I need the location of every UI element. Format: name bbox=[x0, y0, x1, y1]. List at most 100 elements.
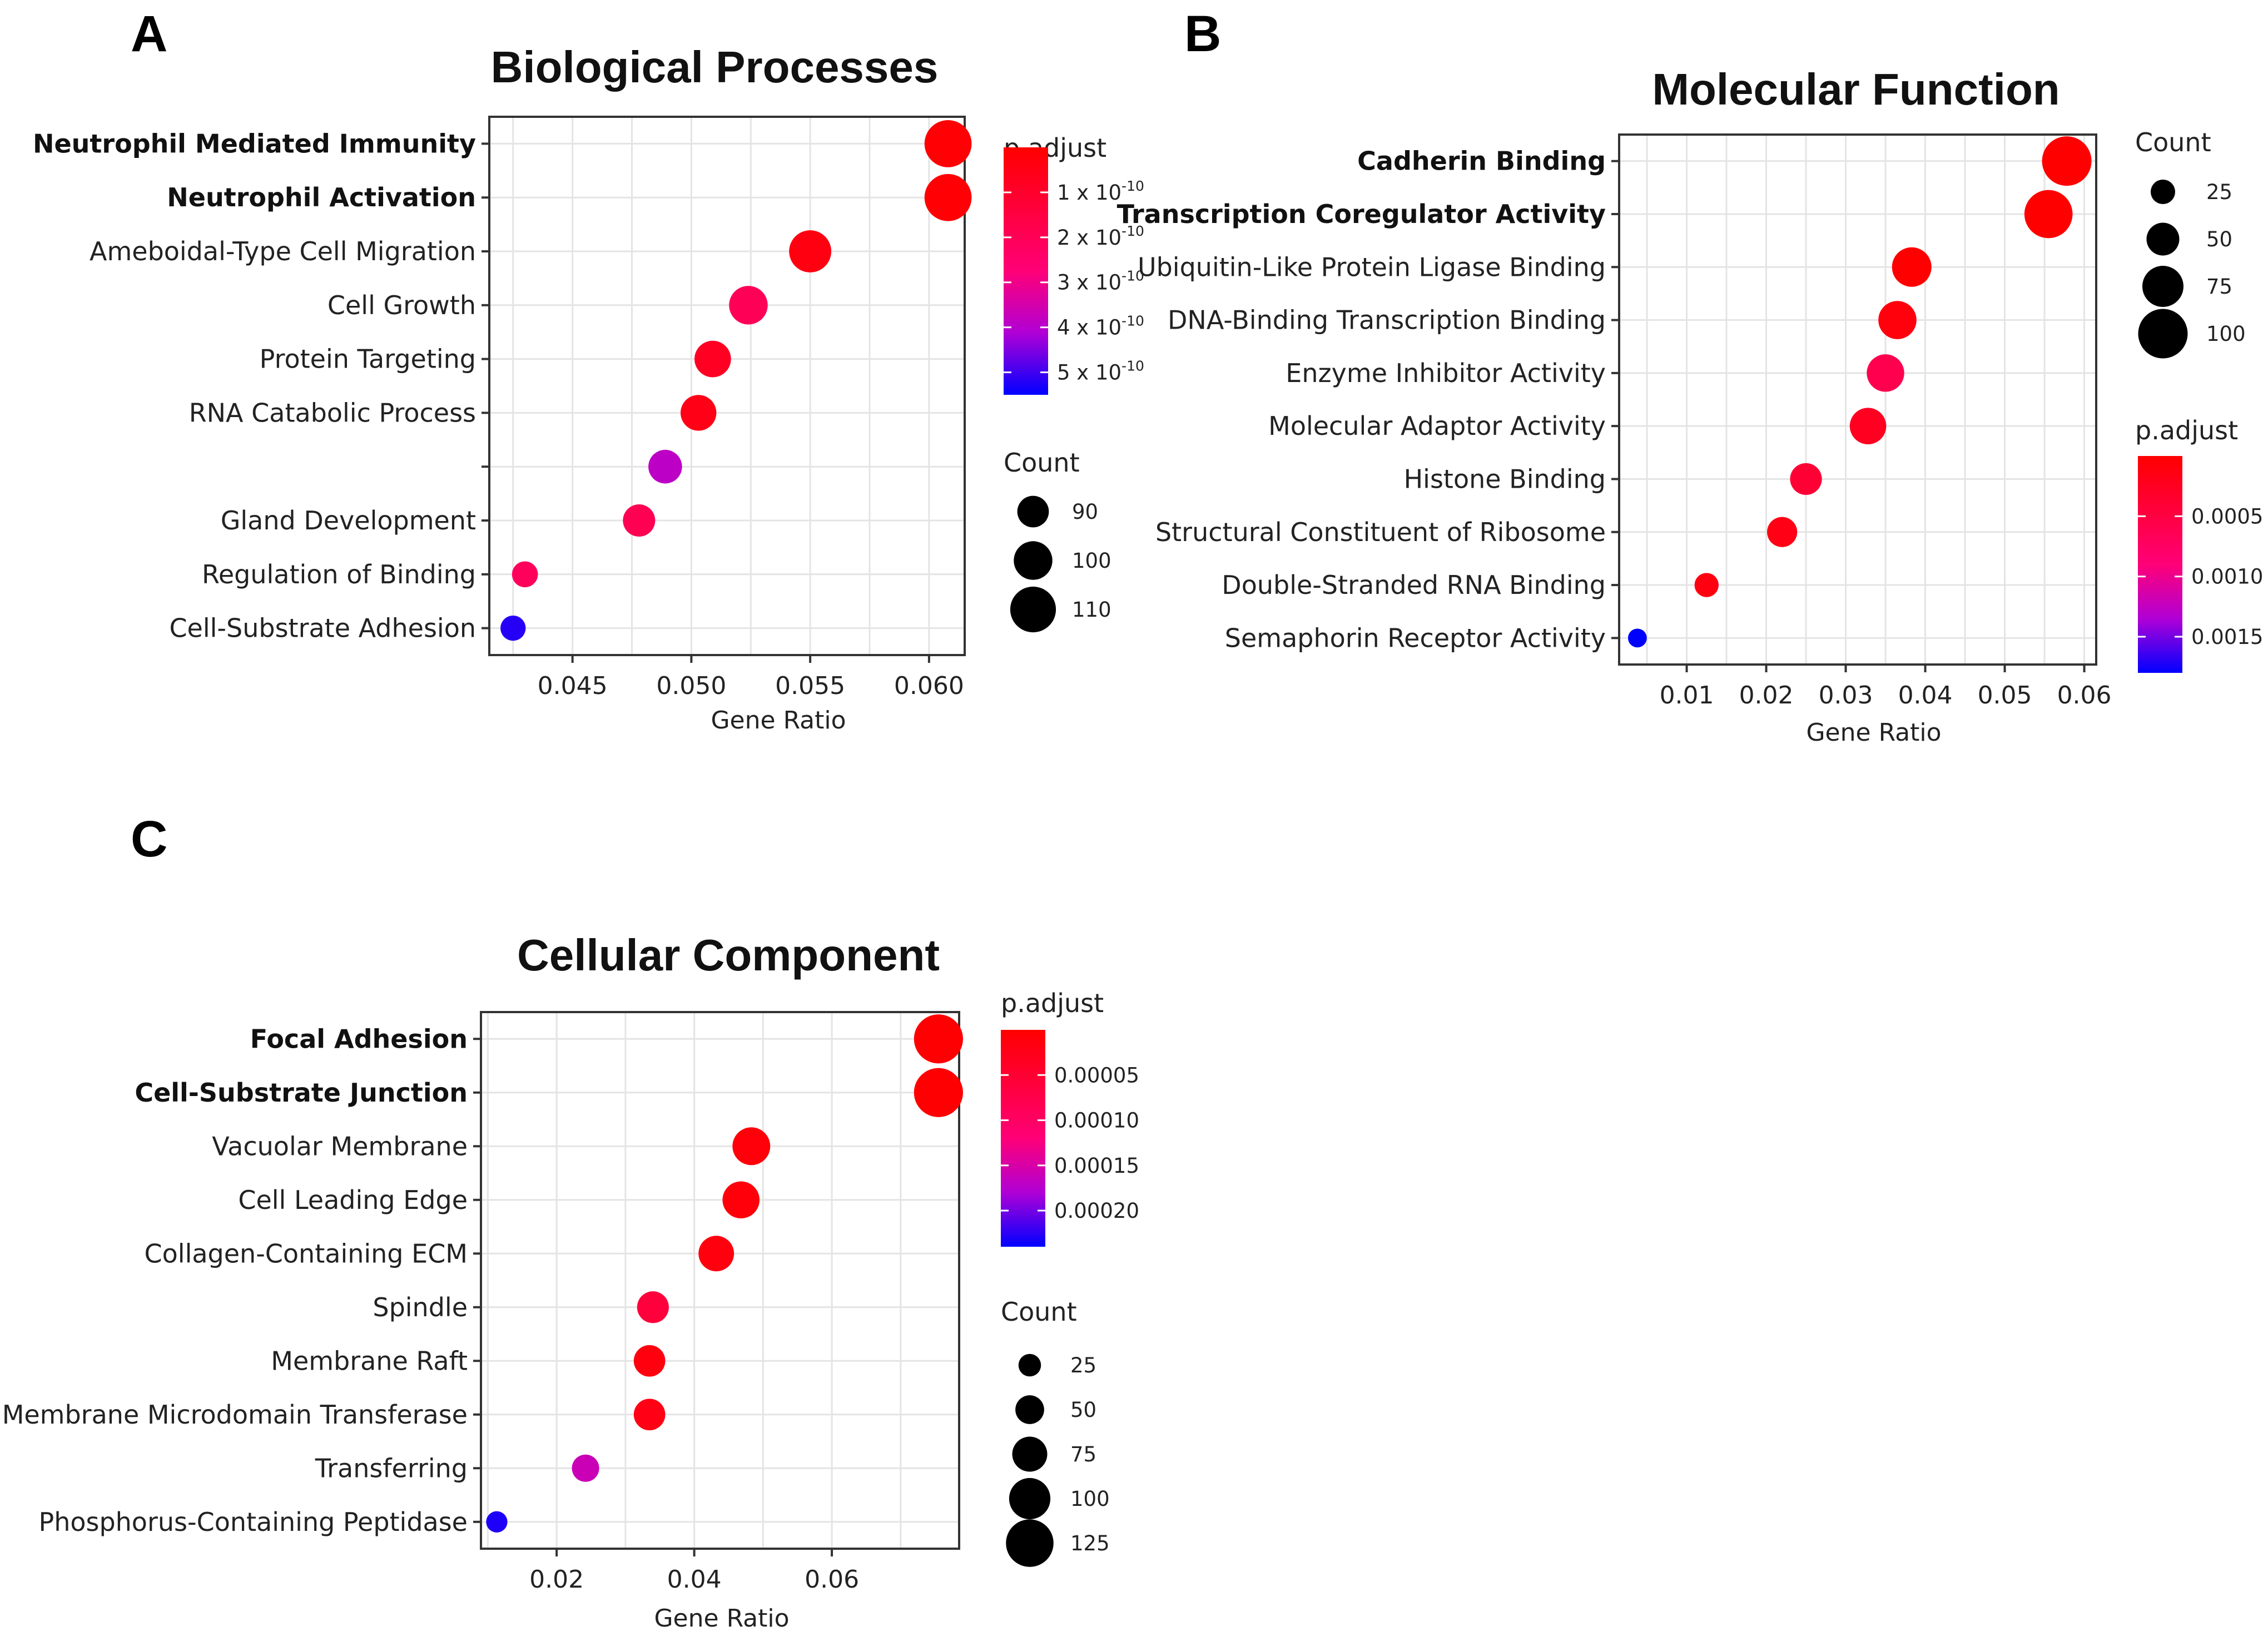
category-label: Transferring bbox=[315, 1453, 468, 1483]
panel-mf: B Molecular Function Cadherin Binding Tra… bbox=[1117, 6, 2264, 747]
color-legend-label: 0.0005 bbox=[2191, 504, 2263, 528]
data-point bbox=[1867, 354, 1904, 392]
color-legend-label-exponent: -10 bbox=[1121, 223, 1144, 239]
data-point bbox=[486, 1511, 508, 1533]
plot-border-mf bbox=[1618, 133, 2097, 666]
size-legend-dot bbox=[1015, 1395, 1044, 1424]
x-axis-label-bp: Gene Ratio bbox=[711, 706, 846, 735]
size-legend-label: 100 bbox=[2206, 322, 2246, 346]
size-legend-label: 50 bbox=[1070, 1398, 1096, 1422]
size-legend-dot bbox=[2142, 266, 2183, 307]
category-label: Structural Constituent of Ribosome bbox=[1155, 517, 1606, 547]
color-legend-label-exponent: -10 bbox=[1121, 358, 1144, 374]
size-legend-title: Count bbox=[1004, 448, 1080, 478]
plot-border-bp bbox=[488, 116, 966, 656]
panel-letter-b: B bbox=[1184, 6, 1221, 62]
legends-cc: p.adjust 0.00005 0.00010 0.00015 0.00020 Coun… bbox=[1001, 988, 1139, 1567]
category-label: DNA-Binding Transcription Binding bbox=[1168, 305, 1606, 335]
color-legend-label-text: 0.00015 bbox=[1054, 1154, 1139, 1178]
x-tick-label: 0.02 bbox=[529, 1565, 584, 1594]
size-legend-label: 75 bbox=[2206, 275, 2232, 299]
panel-letter-c: C bbox=[131, 811, 167, 867]
data-point bbox=[1790, 463, 1822, 495]
data-point bbox=[914, 1014, 963, 1064]
x-tick-label: 0.060 bbox=[894, 672, 964, 700]
x-tick-label: 0.04 bbox=[1898, 681, 1953, 710]
data-point bbox=[633, 1399, 666, 1431]
size-legend-dot bbox=[1010, 586, 1056, 633]
color-bar bbox=[1004, 147, 1048, 395]
color-legend-label: 0.0010 bbox=[2191, 565, 2263, 589]
size-legend-dot bbox=[1018, 1354, 1041, 1377]
x-tick-label: 0.045 bbox=[538, 672, 608, 700]
color-legend-label: 0.00020 bbox=[1054, 1199, 1139, 1223]
color-legend-label: 0.00010 bbox=[1054, 1109, 1139, 1133]
color-legend-title: p.adjust bbox=[1001, 988, 1104, 1018]
size-legend-dot bbox=[1017, 495, 1049, 528]
color-legend-label: 4 x 10-10 bbox=[1057, 313, 1144, 340]
color-legend-label-text: 1 x 10 bbox=[1057, 181, 1121, 205]
plot-area-cc: Focal Adhesion Cell-Substrate Junction Vac… bbox=[2, 1011, 963, 1594]
data-point bbox=[623, 504, 656, 537]
color-legend-label: 0.0015 bbox=[2191, 625, 2263, 649]
data-point bbox=[729, 286, 768, 325]
category-label: Cell-Substrate Junction bbox=[135, 1078, 468, 1108]
x-tick-label: 0.050 bbox=[656, 672, 726, 700]
category-label: Gland Development bbox=[221, 505, 476, 536]
data-point bbox=[1694, 573, 1719, 597]
color-legend-title: p.adjust bbox=[2135, 415, 2238, 445]
data-point bbox=[2042, 136, 2092, 186]
color-legend-label: 0.00005 bbox=[1054, 1063, 1139, 1087]
category-label: Semaphorin Receptor Activity bbox=[1225, 623, 1606, 653]
x-tick-label: 0.04 bbox=[667, 1565, 722, 1594]
plot-frame-cc bbox=[480, 1011, 960, 1550]
data-point bbox=[914, 1068, 963, 1117]
color-legend-label-exponent: -10 bbox=[1121, 268, 1144, 284]
category-label: Molecular Adaptor Activity bbox=[1268, 411, 1606, 441]
panel-bp: A Biological Processes Neutrophil Mediat… bbox=[33, 6, 1144, 735]
category-label: Cell Leading Edge bbox=[238, 1185, 468, 1215]
data-point bbox=[1849, 408, 1887, 444]
size-legend-dot bbox=[2146, 222, 2180, 256]
size-legend-dot bbox=[1006, 1519, 1054, 1567]
size-legend-label: 25 bbox=[2206, 180, 2232, 204]
data-point bbox=[694, 340, 731, 378]
x-tick-label: 0.06 bbox=[805, 1565, 859, 1594]
size-legend-dot bbox=[1012, 1436, 1048, 1472]
data-point bbox=[722, 1181, 760, 1219]
color-legend-label: 1 x 10-10 bbox=[1057, 178, 1144, 205]
data-point bbox=[512, 561, 538, 588]
data-point bbox=[698, 1236, 735, 1272]
category-label: Histone Binding bbox=[1404, 464, 1606, 494]
size-legend-label: 50 bbox=[2206, 227, 2232, 251]
color-legend-label-text: 0.0015 bbox=[2191, 625, 2263, 649]
size-legend-label: 100 bbox=[1070, 1487, 1110, 1511]
color-legend-label-text: 4 x 10 bbox=[1057, 316, 1121, 340]
x-tick-label: 0.03 bbox=[1819, 681, 1873, 710]
panel-letter-a: A bbox=[131, 6, 167, 62]
color-legend-label-text: 0.00020 bbox=[1054, 1199, 1139, 1223]
category-label: Neutrophil Mediated Immunity bbox=[33, 128, 476, 158]
category-label: Phosphorus-Containing Peptidase bbox=[38, 1507, 468, 1537]
size-legend-dot bbox=[2151, 180, 2175, 204]
size-legend-label: 100 bbox=[1072, 549, 1111, 573]
category-label: Spindle bbox=[373, 1292, 468, 1322]
plot-area-bp: Neutrophil Mediated Immunity Neutrophil A… bbox=[33, 116, 972, 700]
size-legend-label: 110 bbox=[1072, 598, 1111, 622]
plot-area-mf: Cadherin Binding Transcription Coregulato… bbox=[1117, 133, 2112, 710]
x-tick-label: 0.01 bbox=[1660, 681, 1714, 710]
color-legend-label-text: 0.00010 bbox=[1054, 1109, 1139, 1133]
category-label: Cell Growth bbox=[327, 290, 476, 320]
color-legend-label: 3 x 10-10 bbox=[1057, 268, 1144, 295]
data-point bbox=[1878, 301, 1917, 339]
category-label: Cadherin Binding bbox=[1357, 146, 1606, 176]
x-tick-label: 0.055 bbox=[775, 672, 845, 700]
category-label: Enzyme Inhibitor Activity bbox=[1286, 358, 1606, 388]
x-axis-label-cc: Gene Ratio bbox=[654, 1604, 789, 1633]
category-label: RNA Catabolic Process bbox=[189, 398, 476, 428]
data-point bbox=[2024, 190, 2073, 239]
data-point bbox=[648, 449, 682, 484]
x-tick-label: 0.05 bbox=[1978, 681, 2032, 710]
